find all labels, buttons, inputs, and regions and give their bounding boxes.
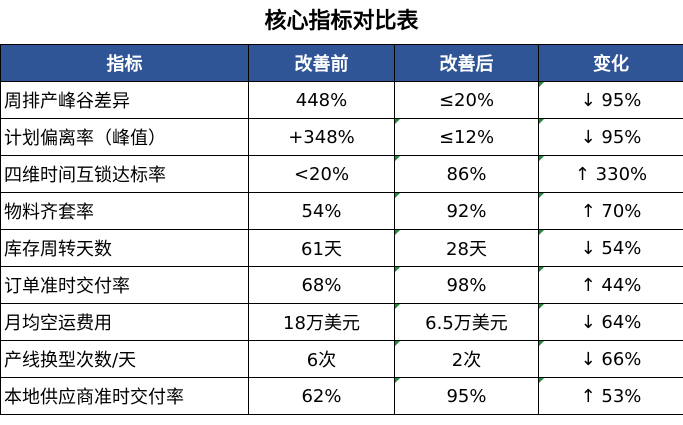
indicator-cell: 月均空运费用: [0, 303, 249, 341]
before-cell: 54%: [248, 192, 395, 230]
after-cell: 28天: [394, 229, 539, 267]
after-cell: 92%: [394, 192, 539, 230]
table-row: 计划偏离率（峰值） +348% ≤12% ↓ 95%: [0, 118, 683, 156]
table-row: 产线换型次数/天 6次 2次 ↓ 66%: [0, 340, 683, 378]
after-cell: 2次: [394, 340, 539, 378]
change-cell: ↑ 330%: [538, 155, 683, 193]
header-before: 改善前: [248, 44, 395, 82]
comparison-table: 指标 改善前 改善后 变化 周排产峰谷差异 448% ≤20% ↓ 95% 计划…: [0, 44, 683, 415]
after-cell: 95%: [394, 377, 539, 415]
before-cell: 18万美元: [248, 303, 395, 341]
before-cell: +348%: [248, 118, 395, 156]
change-cell: ↓ 64%: [538, 303, 683, 341]
change-cell: ↑ 44%: [538, 266, 683, 304]
change-cell: ↓ 54%: [538, 229, 683, 267]
table-row: 月均空运费用 18万美元 6.5万美元 ↓ 64%: [0, 303, 683, 341]
table-row: 周排产峰谷差异 448% ≤20% ↓ 95%: [0, 81, 683, 119]
change-cell: ↓ 95%: [538, 118, 683, 156]
before-cell: 6次: [248, 340, 395, 378]
change-cell: ↓ 95%: [538, 81, 683, 119]
after-cell: 6.5万美元: [394, 303, 539, 341]
after-cell: ≤12%: [394, 118, 539, 156]
indicator-cell: 订单准时交付率: [0, 266, 249, 304]
after-cell: 86%: [394, 155, 539, 193]
change-cell: ↑ 70%: [538, 192, 683, 230]
table-row: 本地供应商准时交付率 62% 95% ↑ 53%: [0, 377, 683, 415]
before-cell: 68%: [248, 266, 395, 304]
indicator-cell: 周排产峰谷差异: [0, 81, 249, 119]
header-row: 指标 改善前 改善后 变化: [0, 44, 683, 82]
table-row: 库存周转天数 61天 28天 ↓ 54%: [0, 229, 683, 267]
indicator-cell: 四维时间互锁达标率: [0, 155, 249, 193]
before-cell: 62%: [248, 377, 395, 415]
after-cell: 98%: [394, 266, 539, 304]
change-cell: ↑ 53%: [538, 377, 683, 415]
header-change: 变化: [538, 44, 683, 82]
before-cell: 448%: [248, 81, 395, 119]
header-indicator: 指标: [0, 44, 249, 82]
change-cell: ↓ 66%: [538, 340, 683, 378]
indicator-cell: 库存周转天数: [0, 229, 249, 267]
table-title: 核心指标对比表: [264, 9, 419, 34]
indicator-cell: 本地供应商准时交付率: [0, 377, 249, 415]
before-cell: 61天: [248, 229, 395, 267]
header-after: 改善后: [394, 44, 539, 82]
indicator-cell: 产线换型次数/天: [0, 340, 249, 378]
table-row: 订单准时交付率 68% 98% ↑ 44%: [0, 266, 683, 304]
table-row: 物料齐套率 54% 92% ↑ 70%: [0, 192, 683, 230]
table-row: 四维时间互锁达标率 <20% 86% ↑ 330%: [0, 155, 683, 193]
indicator-cell: 物料齐套率: [0, 192, 249, 230]
indicator-cell: 计划偏离率（峰值）: [0, 118, 249, 156]
before-cell: <20%: [248, 155, 395, 193]
after-cell: ≤20%: [394, 81, 539, 119]
